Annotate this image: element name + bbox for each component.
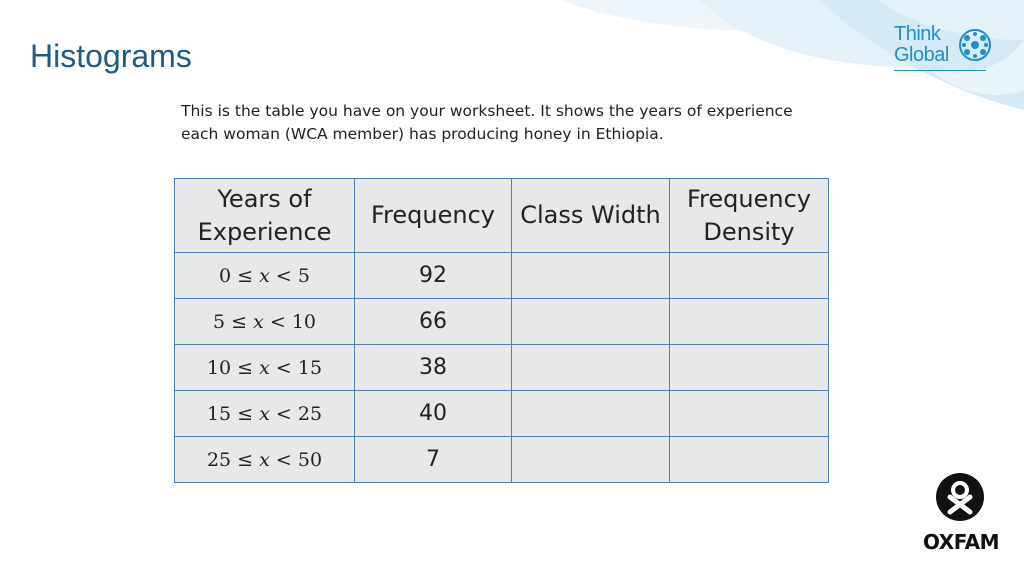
class-width-cell xyxy=(511,436,670,483)
think-global-logo-text: Think Global xyxy=(894,24,949,66)
think-global-line-2: Global xyxy=(894,44,949,66)
globe-icon xyxy=(959,29,991,61)
intro-line-1: This is the table you have on your works… xyxy=(181,102,793,120)
frequency-density-cell xyxy=(669,298,829,345)
header-class-width: Class Width xyxy=(511,178,670,253)
frequency-density-cell xyxy=(669,390,829,437)
frequency-cell: 92 xyxy=(354,252,512,299)
table-row: 15 ≤ x < 25 40 xyxy=(174,390,829,437)
table-row: 0 ≤ x < 5 92 xyxy=(174,252,829,299)
range-cell: 15 ≤ x < 25 xyxy=(174,390,355,437)
range-cell: 0 ≤ x < 5 xyxy=(174,252,355,299)
think-global-logo: Think Global xyxy=(894,24,1004,76)
frequency-cell: 7 xyxy=(354,436,512,483)
intro-line-2: each woman (WCA member) has producing ho… xyxy=(181,125,664,143)
frequency-table: Years of Experience Frequency Class Widt… xyxy=(174,178,829,483)
frequency-density-cell xyxy=(669,252,829,299)
range-cell: 25 ≤ x < 50 xyxy=(174,436,355,483)
frequency-cell: 38 xyxy=(354,344,512,391)
class-width-cell xyxy=(511,252,670,299)
page-title: Histograms xyxy=(30,38,192,74)
header-frequency-density: Frequency Density xyxy=(669,178,829,253)
oxfam-wordmark: OXFAM xyxy=(923,530,999,554)
intro-paragraph: This is the table you have on your works… xyxy=(181,100,821,146)
think-global-underline xyxy=(894,70,986,71)
oxfam-logo: OXFAM xyxy=(920,470,1002,560)
table-row: 10 ≤ x < 15 38 xyxy=(174,344,829,391)
header-years-of-experience: Years of Experience xyxy=(174,178,355,253)
table-row: 25 ≤ x < 50 7 xyxy=(174,436,829,483)
header-frequency: Frequency xyxy=(354,178,512,253)
range-cell: 5 ≤ x < 10 xyxy=(174,298,355,345)
frequency-cell: 66 xyxy=(354,298,512,345)
class-width-cell xyxy=(511,390,670,437)
oxfam-person-icon xyxy=(936,473,984,521)
class-width-cell xyxy=(511,344,670,391)
think-global-line-1: Think xyxy=(894,23,941,45)
frequency-density-cell xyxy=(669,436,829,483)
table-row: 5 ≤ x < 10 66 xyxy=(174,298,829,345)
table-header-row: Years of Experience Frequency Class Widt… xyxy=(174,178,829,253)
class-width-cell xyxy=(511,298,670,345)
frequency-density-cell xyxy=(669,344,829,391)
range-cell: 10 ≤ x < 15 xyxy=(174,344,355,391)
frequency-cell: 40 xyxy=(354,390,512,437)
